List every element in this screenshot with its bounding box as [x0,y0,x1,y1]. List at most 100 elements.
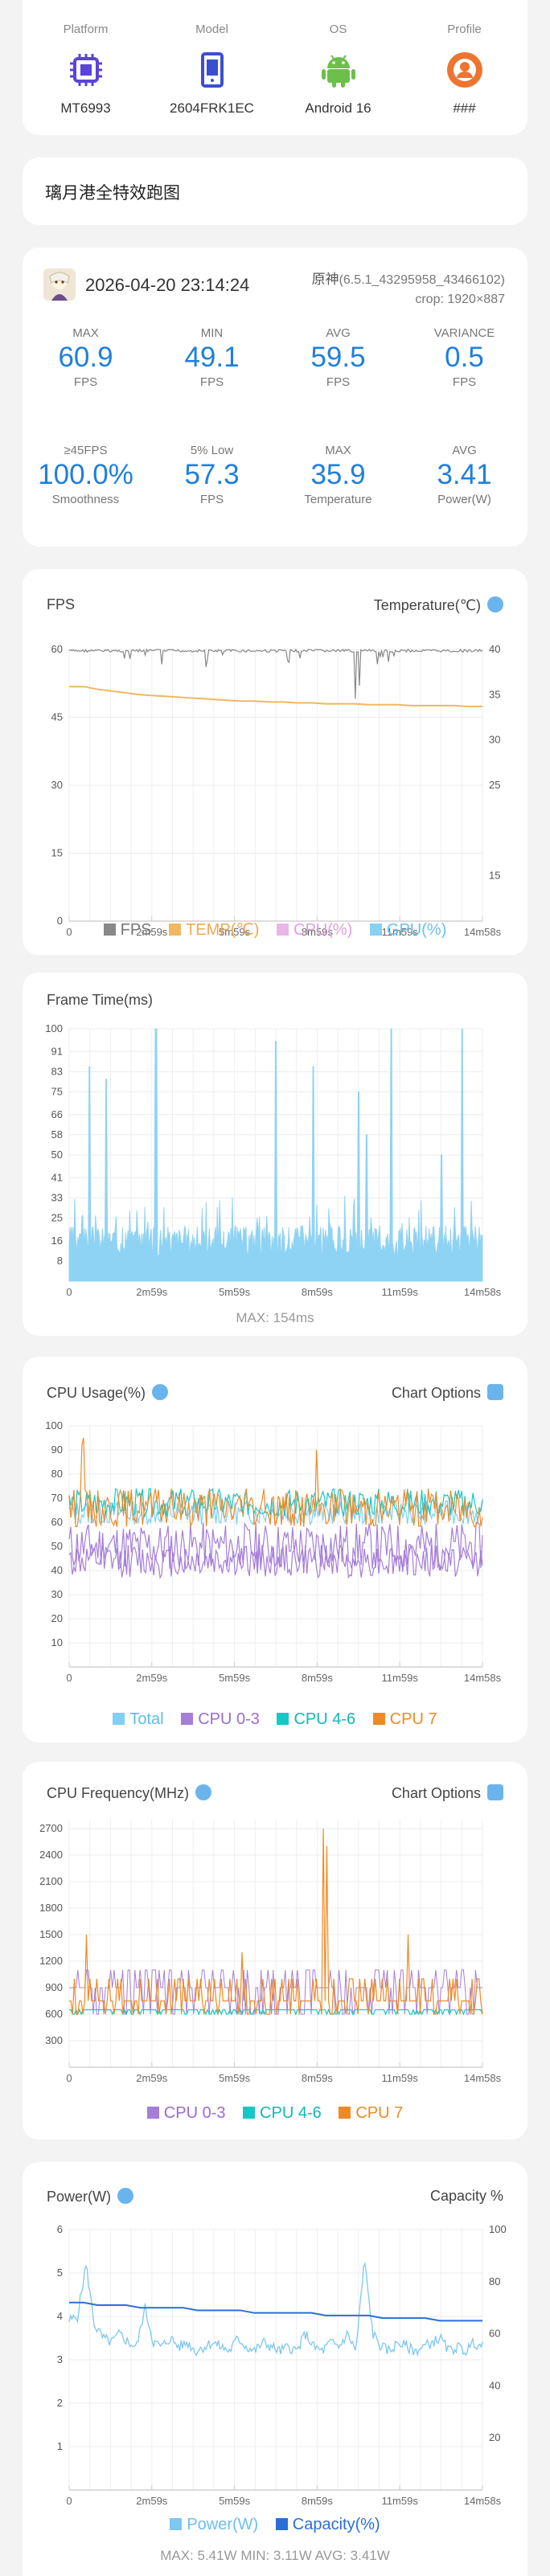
y2-tick-label: 30 [489,734,500,746]
device-os: OS Android 16 [275,23,401,117]
x-tick-label: 11m59s [382,926,419,938]
profile-label: Profile [447,23,482,36]
y-tick-label: 1 [57,2440,63,2452]
y-tick-label: 50 [51,1540,63,1552]
y-tick-label: 6 [57,2223,63,2235]
legend-gpu[interactable]: GPU(%) [369,921,446,939]
stat-label: MIN [200,326,224,340]
legend-total[interactable]: Total [113,1710,164,1728]
stat-value: 59.5 [310,342,366,373]
y-tick-label: 2 [57,2397,63,2409]
frametime-max: MAX: 154ms [236,1310,314,1325]
fps-series [68,648,483,699]
y-tick-label: 50 [51,1149,63,1161]
cpu46-series [68,1488,483,1518]
x-tick-label: 14m58s [464,1672,502,1684]
stat-unit: FPS [326,375,351,389]
y-tick-label: 66 [51,1108,63,1120]
device-platform: Platform MT6993 [23,23,149,117]
session-title-card[interactable]: 璃月港全特效跑图 [23,158,527,225]
y2-tick-label: 80 [489,2275,500,2287]
refresh-icon[interactable] [195,1784,212,1800]
legend-cpu03[interactable]: CPU 0-3 [181,1710,260,1728]
y-tick-label: 75 [51,1086,63,1098]
legend-temp[interactable]: TEMP(℃) [169,921,259,939]
y2-tick-label: 20 [489,2431,500,2443]
legend-cpu[interactable]: CPU(%) [277,921,352,939]
stat-value: 0.5 [445,342,484,373]
cpu-freq-title: CPU Frequency(MHz) [47,1784,212,1802]
y-tick-label: 0 [57,915,63,927]
y-tick-label: 8 [57,1255,63,1267]
platform-value: MT6993 [60,100,111,116]
legend-cpu7[interactable]: CPU 7 [339,2104,403,2122]
game-name: 原神 [311,272,339,287]
x-tick-label: 5m59s [219,926,251,938]
refresh-icon[interactable] [487,596,503,612]
stat-unit: FPS [199,493,224,506]
stat-label: VARIANCE [433,326,495,340]
y-tick-label: 60 [51,1516,63,1528]
y-tick-label: 45 [51,711,63,723]
x-tick-label: 0 [66,1672,72,1684]
total-series [68,1500,483,1526]
cpu-usage-chart: 10 20 30 40 50 60 70 80 90 100 0 2m59s 5m59s 8m59s 11m… [45,1419,502,1684]
legend-fps[interactable]: FPS [103,921,152,939]
stat-unit: FPS [199,375,224,389]
x-tick-label: 11m59s [382,1286,419,1298]
legend-cpu46[interactable]: CPU 4-6 [243,2104,322,2122]
legend-power[interactable]: Power(W) [170,2516,258,2533]
x-tick-label: 14m58s [464,926,502,938]
stat-avg-power: AVG 3.41 Power(W) [401,444,527,506]
stat-unit: FPS [73,375,98,389]
temperature-toggle[interactable]: Temperature(℃) [374,596,503,614]
y-tick-label: 1500 [39,1928,63,1940]
x-tick-label: 11m59s [382,2072,419,2084]
legend-capacity[interactable]: Capacity(%) [275,2516,380,2533]
cpu7-series [68,1437,483,1528]
legend-cpu03[interactable]: CPU 0-3 [146,2104,225,2122]
x-tick-label: 11m59s [382,2495,419,2507]
stat-label: AVG [326,326,351,340]
stat-value: 60.9 [58,342,113,373]
stat-5pct-low: 5% Low 57.3 FPS [149,444,275,506]
chart-options-button[interactable]: Chart Options [392,1384,503,1402]
frametime-chart-title: Frame Time(ms) [47,992,153,1008]
x-tick-label: 14m58s [464,1286,502,1298]
options-icon[interactable] [487,1384,503,1400]
game-logo-icon [43,268,76,301]
legend-cpu7[interactable]: CPU 7 [372,1710,437,1728]
options-icon[interactable] [487,1784,503,1800]
x-tick-label: 0 [66,926,72,938]
profile-icon [445,51,484,89]
crop-info: crop: 1920×887 [415,293,505,306]
temp-series [69,686,482,707]
y-tick-label: 4 [57,2310,63,2322]
legend-cpu46[interactable]: CPU 4-6 [277,1710,355,1728]
stat-label: AVG [452,444,477,457]
x-tick-label: 5m59s [219,1672,251,1684]
y-tick-label: 1800 [39,1902,63,1914]
y2-tick-label: 25 [489,779,500,791]
game-version: (6.5.1_43295958_43466102) [339,273,505,287]
y2-tick-label: 100 [489,2223,507,2235]
y-tick-label: 100 [45,1419,63,1431]
stats-card: 2026-04-20 23:14:24 原神(6.5.1_43295958_43… [23,248,527,547]
y-tick-label: 100 [45,1022,63,1034]
refresh-icon[interactable] [152,1384,169,1400]
fps-legend: FPS TEMP(℃) CPU(%) GPU(%) [23,919,527,940]
power-chart: 1 2 3 4 5 6 20 40 60 80 100 0 2m59s 5m59s 8m59s 11m59s 1… [57,2223,507,2507]
cpu03-series [69,1969,482,2015]
y-tick-label: 91 [51,1045,63,1057]
y-tick-label: 80 [51,1468,63,1480]
cpu-usage-title: CPU Usage(%) [47,1384,169,1402]
x-tick-label: 5m59s [219,1286,251,1298]
x-tick-label: 8m59s [302,2495,334,2507]
chart-options-button[interactable]: Chart Options [392,1784,503,1802]
refresh-icon[interactable] [117,2188,133,2204]
capacity-label: Capacity % [429,2188,503,2204]
y-tick-label: 2400 [39,1849,63,1861]
session-datetime: 2026-04-20 23:14:24 [85,275,250,295]
cpu-freq-chart: 300 600 900 1200 1500 1800 2100 2400 2700 0 2m59s 5… [39,1820,502,2084]
y-tick-label: 1200 [39,1955,63,1967]
